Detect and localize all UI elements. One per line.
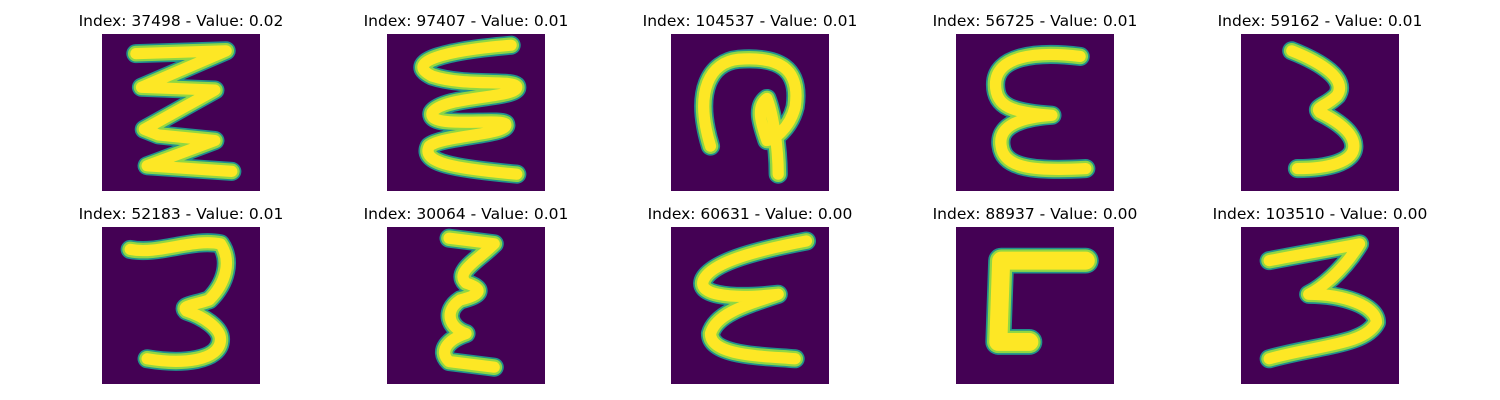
digit-stroke [1263,238,1383,365]
panel-title: Index: 97407 - Value: 0.01 [363,12,569,30]
digit-stroke [989,48,1092,176]
digit-stroke [989,251,1095,351]
digit-image [956,34,1114,191]
digit-stroke [1286,45,1360,175]
digit-stroke [697,235,813,365]
panel-title: Index: 60631 - Value: 0.00 [647,205,853,223]
panel-title: Index: 104537 - Value: 0.01 [642,12,858,30]
digit-stroke [698,53,802,180]
digit-stroke [130,45,238,177]
digit-image [1241,227,1399,384]
digit-image [387,227,545,384]
digit-stroke [417,39,523,180]
panel-title: Index: 56725 - Value: 0.01 [932,12,1138,30]
digit-image [1241,34,1399,191]
digit-stroke [124,237,232,367]
digit-image [671,227,829,384]
panel-title: Index: 88937 - Value: 0.00 [932,205,1138,223]
digit-image [102,34,260,191]
digit-image [387,34,545,191]
digit-image [102,227,260,384]
panel-title: Index: 103510 - Value: 0.00 [1212,205,1428,223]
panel-title: Index: 30064 - Value: 0.01 [363,205,569,223]
panel-title: Index: 52183 - Value: 0.01 [78,205,284,223]
digit-stroke [438,232,500,373]
digit-image [671,34,829,191]
panel-title: Index: 37498 - Value: 0.02 [78,12,284,30]
digit-image [956,227,1114,384]
panel-title: Index: 59162 - Value: 0.01 [1217,12,1423,30]
